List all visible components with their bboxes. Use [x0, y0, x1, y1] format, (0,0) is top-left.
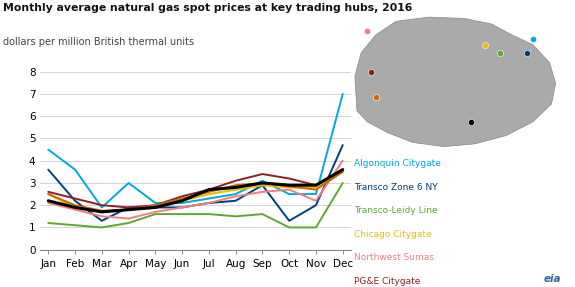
- Text: Transco Zone 6 NY: Transco Zone 6 NY: [354, 183, 437, 192]
- Text: Transco-Leidy Line: Transco-Leidy Line: [354, 206, 437, 215]
- Text: Monthly average natural gas spot prices at key trading hubs, 2016: Monthly average natural gas spot prices …: [3, 3, 412, 13]
- Text: dollars per million British thermal units: dollars per million British thermal unit…: [3, 37, 194, 47]
- Text: PG&E Citygate: PG&E Citygate: [354, 277, 420, 286]
- Text: Algonquin Citygate: Algonquin Citygate: [354, 159, 440, 168]
- Text: Chicago Citygate: Chicago Citygate: [354, 230, 431, 239]
- Text: eia: eia: [543, 274, 561, 284]
- Text: Northwest Sumas: Northwest Sumas: [354, 253, 434, 262]
- Polygon shape: [355, 17, 555, 147]
